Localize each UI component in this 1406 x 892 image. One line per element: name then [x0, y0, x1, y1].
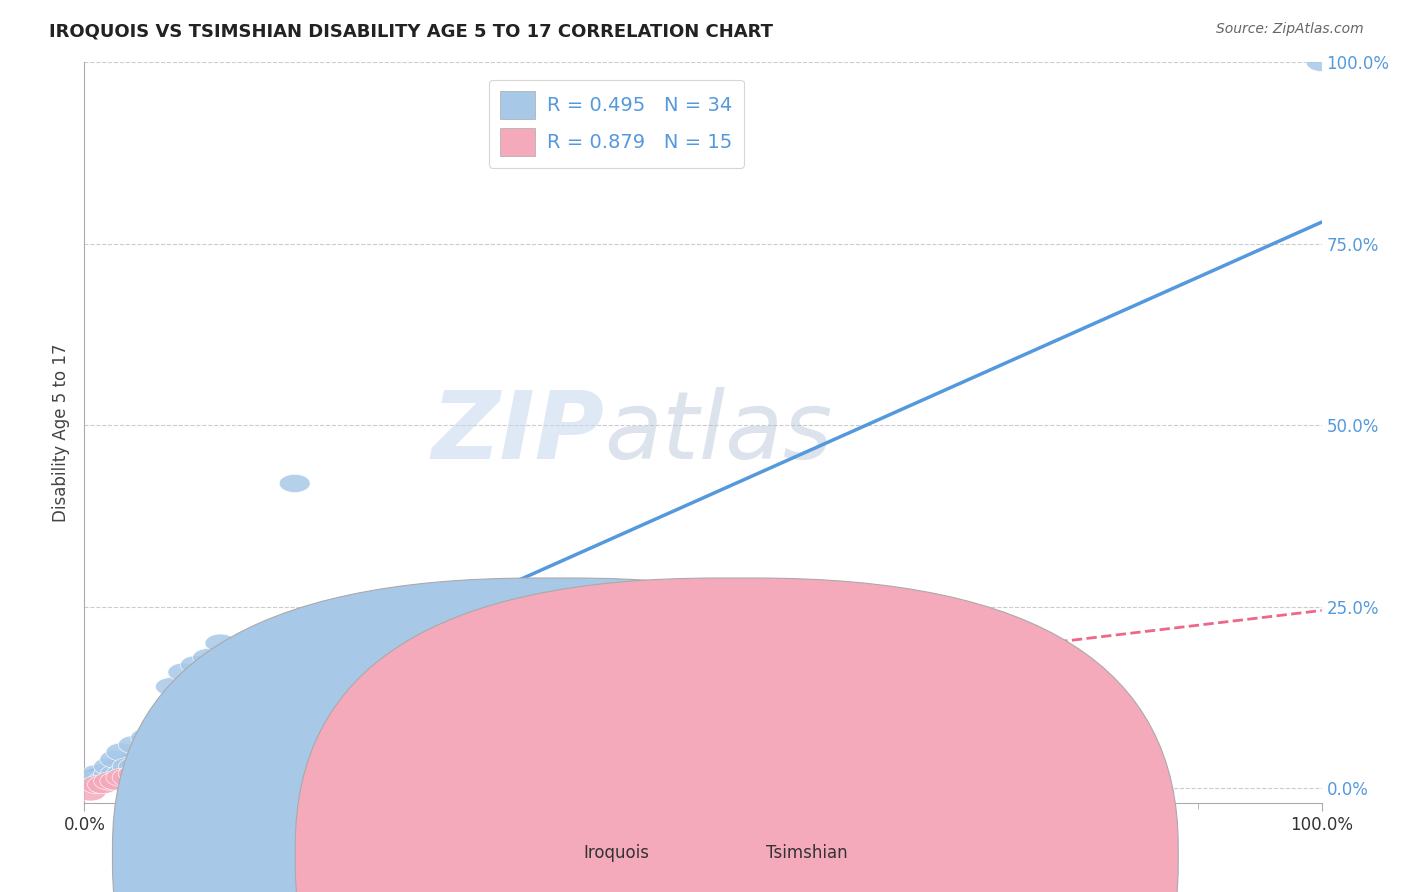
Ellipse shape — [94, 764, 125, 783]
Ellipse shape — [180, 656, 211, 674]
Ellipse shape — [180, 706, 211, 725]
Ellipse shape — [105, 743, 136, 761]
Ellipse shape — [105, 764, 136, 783]
Ellipse shape — [75, 783, 105, 801]
Ellipse shape — [143, 721, 174, 739]
Ellipse shape — [156, 678, 187, 696]
Ellipse shape — [143, 764, 174, 783]
Ellipse shape — [167, 663, 198, 681]
Ellipse shape — [75, 772, 105, 790]
Ellipse shape — [193, 721, 224, 739]
Legend: R = 0.495   N = 34, R = 0.879   N = 15: R = 0.495 N = 34, R = 0.879 N = 15 — [489, 79, 744, 168]
Ellipse shape — [205, 634, 236, 652]
Ellipse shape — [873, 663, 904, 681]
Text: ZIP: ZIP — [432, 386, 605, 479]
Text: Iroquois: Iroquois — [583, 844, 650, 862]
Ellipse shape — [100, 772, 131, 790]
Ellipse shape — [112, 757, 143, 775]
Text: atlas: atlas — [605, 387, 832, 478]
Ellipse shape — [1306, 54, 1337, 71]
Ellipse shape — [254, 627, 285, 645]
Ellipse shape — [87, 775, 118, 794]
Y-axis label: Disability Age 5 to 17: Disability Age 5 to 17 — [52, 343, 70, 522]
Text: Tsimshian: Tsimshian — [766, 844, 848, 862]
Ellipse shape — [118, 757, 149, 775]
Ellipse shape — [156, 736, 187, 754]
Text: IROQUOIS VS TSIMSHIAN DISABILITY AGE 5 TO 17 CORRELATION CHART: IROQUOIS VS TSIMSHIAN DISABILITY AGE 5 T… — [49, 22, 773, 40]
Ellipse shape — [564, 656, 595, 674]
Ellipse shape — [280, 475, 311, 492]
Ellipse shape — [112, 768, 143, 787]
Ellipse shape — [118, 736, 149, 754]
Ellipse shape — [87, 772, 118, 790]
Ellipse shape — [100, 764, 131, 783]
Text: Source: ZipAtlas.com: Source: ZipAtlas.com — [1216, 22, 1364, 37]
Ellipse shape — [167, 729, 198, 747]
Ellipse shape — [131, 761, 162, 780]
Ellipse shape — [100, 750, 131, 768]
Ellipse shape — [118, 764, 149, 783]
Ellipse shape — [94, 757, 125, 775]
Ellipse shape — [626, 634, 657, 652]
Ellipse shape — [193, 648, 224, 666]
Ellipse shape — [688, 678, 718, 696]
Ellipse shape — [143, 743, 174, 761]
Ellipse shape — [910, 659, 941, 678]
Ellipse shape — [811, 634, 842, 652]
Ellipse shape — [131, 750, 162, 768]
Ellipse shape — [749, 666, 780, 685]
Ellipse shape — [229, 721, 260, 739]
Ellipse shape — [105, 768, 136, 787]
Ellipse shape — [82, 764, 112, 783]
Ellipse shape — [82, 775, 112, 794]
Ellipse shape — [131, 729, 162, 747]
Ellipse shape — [94, 772, 125, 790]
Ellipse shape — [242, 641, 273, 659]
Ellipse shape — [837, 674, 868, 692]
Ellipse shape — [82, 772, 112, 790]
